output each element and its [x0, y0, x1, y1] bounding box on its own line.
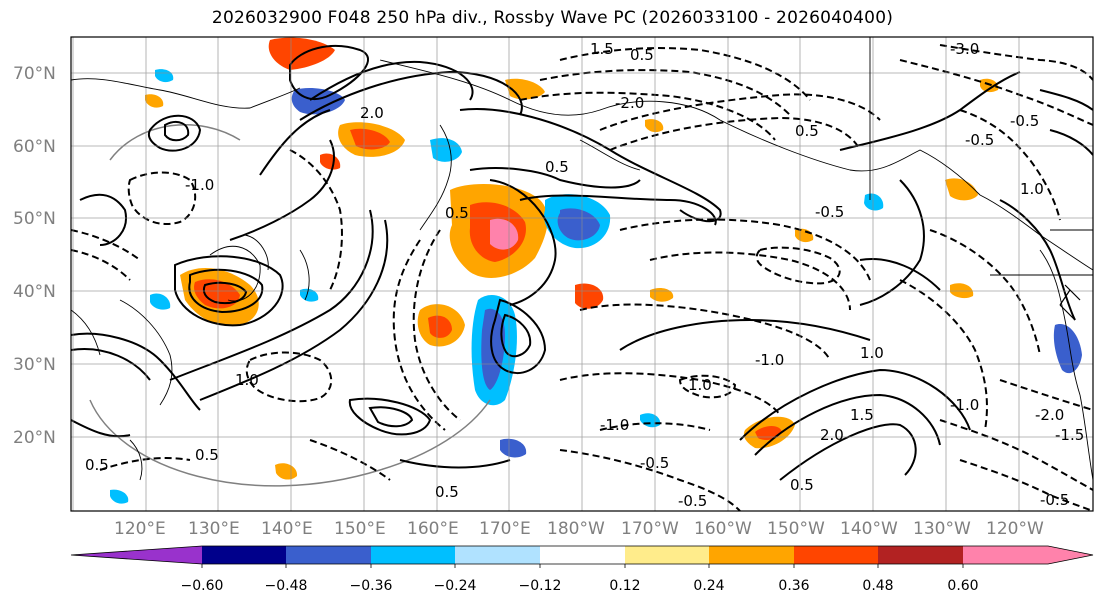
contour-label: -2.0: [1035, 406, 1064, 424]
colorbar-tick-label: −0.24: [434, 578, 477, 594]
colorbar-extend-low: [71, 546, 202, 564]
lat-label: 60°N: [13, 137, 56, 157]
lon-label: 170°W: [621, 519, 679, 539]
contour-label: -1.0: [755, 351, 784, 369]
graticule: [71, 37, 1093, 511]
lat-label: 40°N: [13, 282, 56, 302]
contour-label: 0.5: [445, 204, 469, 222]
map-layers: 1.5 0.5 -3.0 -2.0 0.5 0.5 -0.5 1.0 -0.5 …: [71, 37, 1093, 511]
latitude-labels: 70°N 60°N 50°N 40°N 30°N 20°N: [13, 64, 56, 448]
contour-label: 1.0: [1020, 180, 1044, 198]
lon-label: 170°E: [479, 519, 531, 539]
negative-contours: [71, 44, 1093, 511]
contour-label: -0.5: [1040, 491, 1069, 509]
contour-label: -0.5: [965, 131, 994, 149]
contour-label: 0.5: [545, 158, 569, 176]
colorbar-tick-label: 0.60: [947, 578, 978, 594]
lat-label: 30°N: [13, 355, 56, 375]
contour-labels: 1.5 0.5 -3.0 -2.0 0.5 0.5 -0.5 1.0 -0.5 …: [85, 40, 1084, 510]
contour-label: 1.0: [688, 376, 712, 394]
lat-label: 20°N: [13, 428, 56, 448]
contour-label: 1.5: [850, 406, 874, 424]
lat-label: 70°N: [13, 64, 56, 84]
lon-label: 120°W: [986, 519, 1044, 539]
lon-label: 180°W: [547, 519, 605, 539]
contour-label: 1.0: [235, 371, 259, 389]
contour-label: -3.0: [950, 40, 979, 58]
contour-label: 0.5: [85, 456, 109, 474]
contour-label: -0.5: [678, 492, 707, 510]
lon-label: 130°W: [913, 519, 971, 539]
colorbar-tick-label: −0.12: [519, 578, 562, 594]
colorbar-segment: [709, 546, 794, 564]
colorbar-tick-label: 0.12: [609, 578, 640, 594]
contour-label: 0.5: [790, 476, 814, 494]
colorbar-segment: [455, 546, 540, 564]
divergence-shading: [110, 37, 1082, 504]
lon-label: 130°E: [188, 519, 240, 539]
lon-label: 150°W: [767, 519, 825, 539]
great-circle-arc: [109, 124, 241, 161]
contour-label: -1.5: [1055, 426, 1084, 444]
contour-label: 2.0: [360, 104, 384, 122]
contour-label: -1.0: [600, 416, 629, 434]
colorbar-segment: [963, 546, 1048, 564]
great-circle-arc-lower: [89, 399, 491, 487]
colorbar-tick-label: −0.36: [350, 578, 393, 594]
contour-label: -1.0: [185, 176, 214, 194]
colorbar-tick-label: 0.36: [778, 578, 809, 594]
colorbar-tick-label: 0.48: [862, 578, 893, 594]
lon-label: 140°E: [261, 519, 313, 539]
colorbar-tick-label: 0.24: [693, 578, 724, 594]
contour-label: -0.5: [1010, 112, 1039, 130]
contour-label: 2.0: [820, 426, 844, 444]
map-title: 2026032900 F048 250 hPa div., Rossby Wav…: [211, 8, 894, 28]
colorbar-segment: [878, 546, 963, 564]
contour-label: -0.5: [640, 454, 669, 472]
colorbar-segment: [202, 546, 286, 564]
colorbar-segment: [286, 546, 371, 564]
lon-label: 160°E: [407, 519, 459, 539]
contour-label: -2.0: [615, 94, 644, 112]
colorbar-tick-label: −0.60: [181, 578, 224, 594]
contour-label: 1.0: [860, 344, 884, 362]
lat-label: 50°N: [13, 209, 56, 229]
contour-label: 0.5: [195, 446, 219, 464]
lon-label: 140°W: [840, 519, 898, 539]
contour-label: 0.5: [435, 483, 459, 501]
longitude-labels: 120°E 130°E 140°E 150°E 160°E 170°E 180°…: [114, 519, 1044, 539]
contour-label: 0.5: [795, 122, 819, 140]
colorbar-segment: [371, 546, 455, 564]
station-markers: [1059, 284, 1081, 321]
contour-label: 1.5: [590, 40, 614, 58]
colorbar-tick-label: −0.48: [265, 578, 308, 594]
lon-label: 120°E: [114, 519, 166, 539]
colorbar-segment: [540, 546, 625, 564]
colorbar-segment: [625, 546, 709, 564]
colorbar-extend-high: [1048, 546, 1093, 564]
contour-label: -1.0: [950, 396, 979, 414]
colorbar-labels: −0.60 −0.48 −0.36 −0.24 −0.12 0.12 0.24 …: [181, 578, 979, 594]
plot-frame: [70, 36, 1094, 512]
colorbar-segment: [794, 546, 878, 564]
lon-label: 160°W: [694, 519, 752, 539]
contour-label: 0.5: [630, 46, 654, 64]
contour-label: -0.5: [815, 203, 844, 221]
colorbar: [70, 545, 1094, 568]
coastlines: [71, 37, 1093, 481]
lon-label: 150°E: [334, 519, 386, 539]
